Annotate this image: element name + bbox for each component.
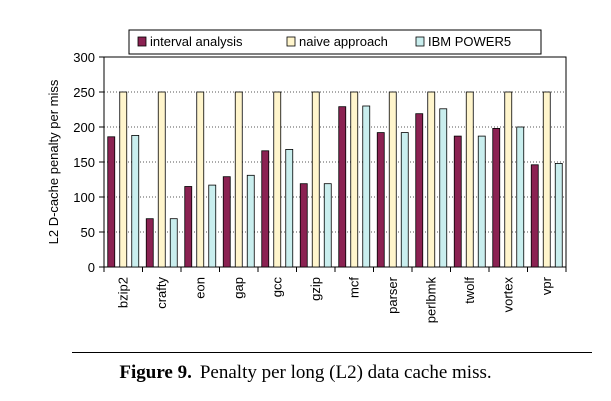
bar-naive-approach-twolf: [465, 91, 474, 268]
bar-ibm-power5-eon: [208, 184, 217, 268]
bar-ibm-power5-mcf: [362, 105, 371, 268]
legend-swatch: [137, 36, 147, 47]
x-tick-label: parser: [385, 276, 400, 314]
x-tick-label: perlbmk: [423, 277, 438, 324]
bar-ibm-power5-gcc: [285, 148, 294, 268]
bar-ibm-power5-bzip2: [131, 134, 140, 268]
chart: 0 50 100 150 200 250 300 bzip2 crafty eon gap gcc g…: [46, 29, 567, 324]
bars: [107, 91, 563, 268]
x-tick-label: vpr: [539, 276, 554, 295]
y-tick-label: 0: [88, 260, 95, 275]
x-tick-label: crafty: [154, 277, 169, 309]
x-tick-label: gap: [231, 277, 246, 299]
bar-ibm-power5-perlbmk: [439, 108, 448, 268]
x-tick-label: twolf: [462, 277, 477, 304]
y-tick-label: 300: [73, 50, 95, 65]
legend-label: IBM POWER5: [428, 34, 511, 49]
bar-naive-approach-perlbmk: [427, 91, 436, 268]
bar-naive-approach-gap: [234, 91, 243, 268]
x-axis: bzip2 crafty eon gap gcc gzip mcf parser perlbmk…: [103, 267, 567, 324]
legend-label: interval analysis: [150, 34, 243, 49]
x-tick-label: eon: [192, 277, 207, 299]
bar-naive-approach-parser: [388, 91, 397, 268]
x-tick-label: gzip: [308, 277, 323, 301]
figure-label: Figure 9.: [119, 362, 192, 383]
bar-naive-approach-vpr: [542, 91, 551, 268]
x-tick-label: gcc: [269, 277, 284, 298]
bar-naive-approach-gzip: [311, 91, 320, 268]
bar-interval-analysis-perlbmk: [415, 113, 424, 268]
bar-interval-analysis-vpr: [530, 164, 539, 268]
legend-swatch: [286, 36, 296, 47]
bar-interval-analysis-vortex: [492, 127, 501, 268]
y-axis-label: L2 D-cache penalty per miss: [46, 79, 61, 244]
bar-naive-approach-mcf: [350, 91, 359, 268]
bar-interval-analysis-twolf: [453, 135, 462, 268]
bar-ibm-power5-gzip: [323, 183, 332, 268]
y-tick-label: 100: [73, 190, 95, 205]
bar-ibm-power5-crafty: [169, 218, 178, 268]
bar-ibm-power5-vortex: [516, 126, 525, 268]
bar-naive-approach-bzip2: [119, 91, 128, 268]
bar-interval-analysis-mcf: [338, 106, 347, 268]
caption-rule: [72, 352, 592, 353]
bar-ibm-power5-gap: [246, 174, 255, 268]
bar-ibm-power5-vpr: [554, 162, 563, 268]
bar-interval-analysis-parser: [376, 132, 385, 268]
y-tick-label: 200: [73, 120, 95, 135]
x-tick-label: vortex: [500, 277, 515, 313]
figure-caption: Figure 9. Penalty per long (L2) data cach…: [0, 362, 611, 384]
y-tick-label: 150: [73, 155, 95, 170]
y-axis: 0 50 100 150 200 250 300: [73, 50, 104, 275]
bar-naive-approach-vortex: [504, 91, 513, 268]
bar-interval-analysis-gzip: [299, 183, 308, 268]
bar-interval-analysis-gap: [222, 176, 231, 268]
figure-caption-text: Penalty per long (L2) data cache miss.: [199, 362, 492, 383]
legend: interval analysis naive approach IBM POWER…: [128, 29, 542, 55]
bar-naive-approach-crafty: [157, 91, 166, 268]
bar-interval-analysis-bzip2: [107, 136, 116, 268]
bar-interval-analysis-eon: [184, 186, 193, 268]
bar-naive-approach-eon: [196, 91, 205, 268]
bar-ibm-power5-parser: [400, 132, 409, 268]
legend-label: naive approach: [299, 34, 388, 49]
legend-swatch: [415, 36, 425, 47]
legend-box: [128, 29, 542, 55]
y-tick-label: 50: [81, 225, 95, 240]
gridlines: [104, 91, 566, 233]
bar-interval-analysis-gcc: [261, 150, 270, 268]
x-tick-label: bzip2: [115, 277, 130, 308]
x-tick-label: mcf: [346, 277, 361, 298]
bar-interval-analysis-crafty: [145, 218, 154, 268]
bar-naive-approach-gcc: [273, 91, 282, 268]
bar-ibm-power5-twolf: [477, 135, 486, 268]
y-tick-label: 250: [73, 85, 95, 100]
